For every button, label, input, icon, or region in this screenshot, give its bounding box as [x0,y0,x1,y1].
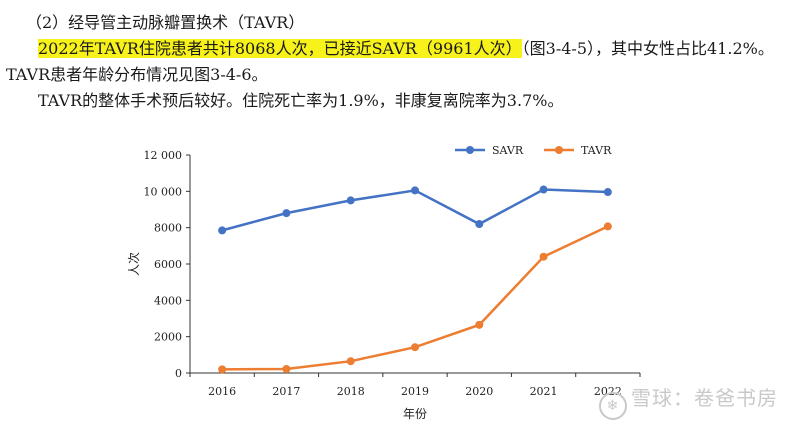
series-tavr [218,222,612,374]
highlighted-text: 2022年TAVR住院患者共计8068人次，已接近SAVR（9961人次） [38,39,522,58]
snowball-logo-icon: ❄ [599,392,627,420]
x-tick-label: 2018 [337,385,365,398]
x-tick-label: 2021 [530,385,558,398]
x-ticks: 2016 2017 2018 2019 2020 2021 2022 [189,373,641,398]
data-point-tavr [346,357,355,366]
y-tick-label: 8000 [154,222,182,235]
paragraph-line-3: TAVR的整体手术预后较好。住院死亡率为1.9%，非康复离院率为3.7%。 [38,91,564,110]
data-point-savr [539,185,548,194]
legend-label-tavr: TAVR [581,144,612,157]
data-point-savr [411,186,419,195]
x-tick-label: 2019 [401,385,429,398]
data-point-savr [475,220,484,229]
y-tick-label: 4000 [154,294,182,307]
section-heading: （2）经导管主动脉瓣置换术（TAVR） [26,13,305,32]
chart-legend: SAVR TAVR [455,144,612,157]
chart-series [218,185,612,374]
data-point-savr [603,188,612,197]
y-axis-label: 人次 [127,252,141,276]
y-ticks: 0 2000 4000 6000 8000 10 000 12 000 [144,149,190,380]
x-tick-label: 2016 [208,385,236,398]
legend-marker-tavr [555,146,563,154]
x-tick-label: 2020 [465,385,493,398]
y-tick-label: 10 000 [144,185,183,198]
y-tick-label: 0 [175,367,182,380]
paragraph-text: （图3-4-5），其中女性占比41.2%。 [521,39,774,58]
series-savr [218,185,612,235]
x-axis-label: 年份 [403,407,427,421]
x-tick-label: 2017 [272,385,300,398]
data-point-savr [218,226,227,235]
data-point-tavr [282,365,291,374]
data-point-tavr [603,222,612,231]
y-tick-label: 12 000 [144,149,183,162]
data-point-tavr [475,320,484,329]
data-point-tavr [539,252,548,261]
watermark: ❄ 雪球：卷爸书房 [599,382,778,420]
legend-marker-savr [466,146,474,154]
watermark-text: 雪球：卷爸书房 [631,386,778,410]
data-point-tavr [218,365,227,374]
y-tick-label: 6000 [154,258,182,271]
data-point-savr [346,196,355,205]
y-tick-label: 2000 [154,331,182,344]
data-point-savr [282,209,291,218]
series-line-savr [221,188,608,232]
legend-label-savr: SAVR [492,144,524,157]
paragraph-line-2: TAVR患者年龄分布情况见图3-4-6。 [6,65,268,84]
paragraph-line-1: 2022年TAVR住院患者共计8068人次，已接近SAVR（9961人次）（图3… [38,38,774,60]
data-point-tavr [411,343,419,352]
